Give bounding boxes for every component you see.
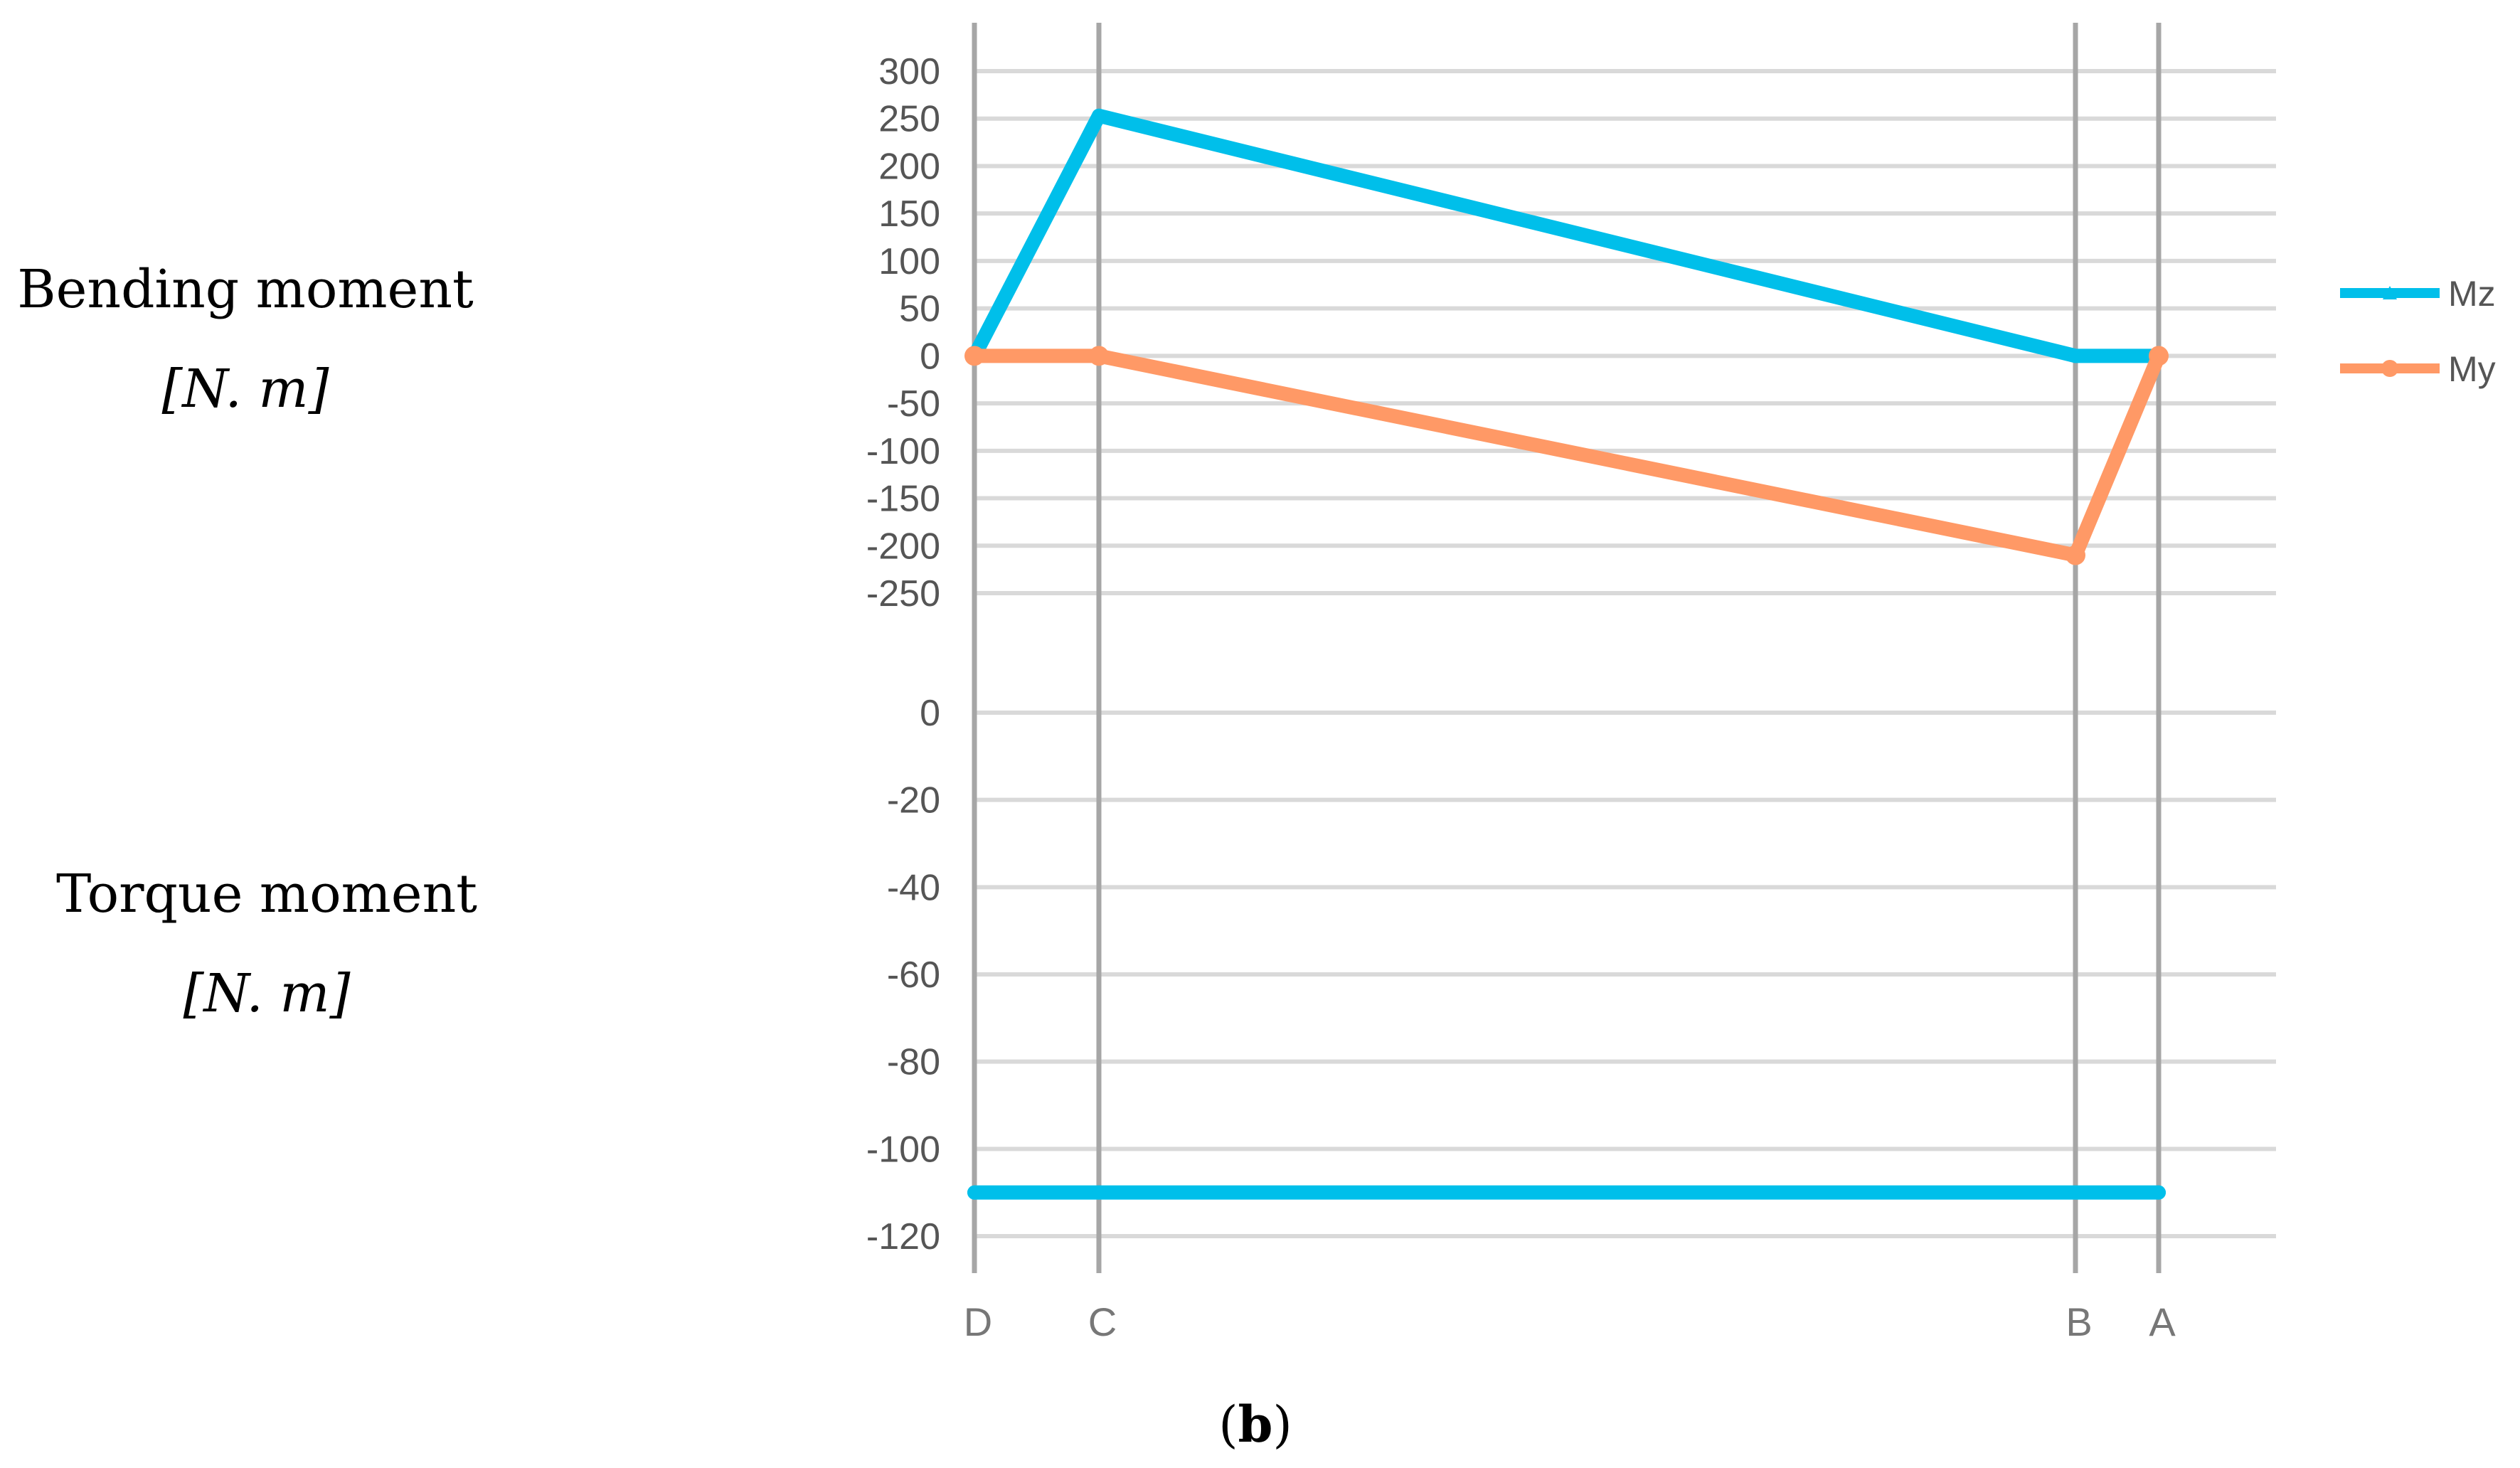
y-tick-label: -20: [887, 780, 940, 821]
series-line-my: [967, 349, 2166, 563]
x-category-label: A: [2149, 1299, 2176, 1344]
y-tick-label: 200: [878, 146, 940, 187]
y-tick-label: 0: [920, 693, 940, 734]
bending-moment-unit: [N. m]: [162, 358, 329, 420]
legend-label-my: My: [2448, 349, 2496, 389]
caption-letter: b: [1238, 1395, 1273, 1454]
figure-caption: (b): [1218, 1395, 1292, 1454]
legend: Mz My: [2340, 274, 2496, 389]
y-tick-label: 300: [878, 51, 940, 92]
legend-marker-mz: [2383, 286, 2397, 299]
data-point-my: [1089, 346, 1109, 366]
y-tick-label: 150: [878, 193, 940, 235]
data-point-torque: [967, 1185, 982, 1200]
y-tick-label: -80: [887, 1042, 940, 1083]
data-point-torque: [2152, 1185, 2166, 1200]
data-point-mz: [2068, 349, 2083, 363]
torque-moment-unit: [N. m]: [184, 963, 351, 1024]
y-tick-label: 50: [899, 289, 940, 330]
x-category-label: C: [1088, 1299, 1117, 1344]
position-lines: [972, 23, 2162, 1273]
y-tick-label: -200: [866, 526, 940, 567]
data-point-my: [964, 346, 984, 366]
gridlines: [974, 69, 2276, 1238]
y-tick-label: -40: [887, 867, 940, 908]
y-tick-label: -100: [866, 431, 940, 472]
y-tick-label: -60: [887, 954, 940, 996]
data-point-torque: [2068, 1185, 2083, 1200]
legend-label-mz: Mz: [2448, 274, 2496, 314]
y-tick-labels: 300 250 200 150 100 50 0 -50 -100 -150 -200 -250 0 -2…: [866, 51, 940, 1257]
caption-open: (: [1218, 1395, 1238, 1454]
series-line-mz: [967, 108, 2166, 363]
x-category-label: B: [2066, 1299, 2092, 1344]
data-point-torque: [1092, 1185, 1106, 1200]
y-tick-label: -120: [866, 1216, 940, 1257]
y-tick-label: -50: [887, 383, 940, 425]
y-tick-label: 250: [878, 99, 940, 140]
legend-marker-my: [2381, 360, 2398, 377]
bending-moment-title: Bending moment: [17, 259, 474, 320]
y-tick-label: -150: [866, 479, 940, 520]
data-point-my: [2066, 545, 2085, 565]
x-category-label: D: [964, 1299, 992, 1344]
y-tick-label: 0: [920, 336, 940, 377]
data-point-mz: [1092, 108, 1106, 123]
series-lines: [964, 108, 2169, 1200]
y-tick-label: 100: [878, 241, 940, 282]
y-tick-label: -250: [866, 573, 940, 615]
torque-moment-title: Torque moment: [56, 863, 477, 925]
data-point-my: [2149, 346, 2169, 366]
caption-close: ): [1272, 1395, 1292, 1454]
y-tick-label: -100: [866, 1129, 940, 1170]
